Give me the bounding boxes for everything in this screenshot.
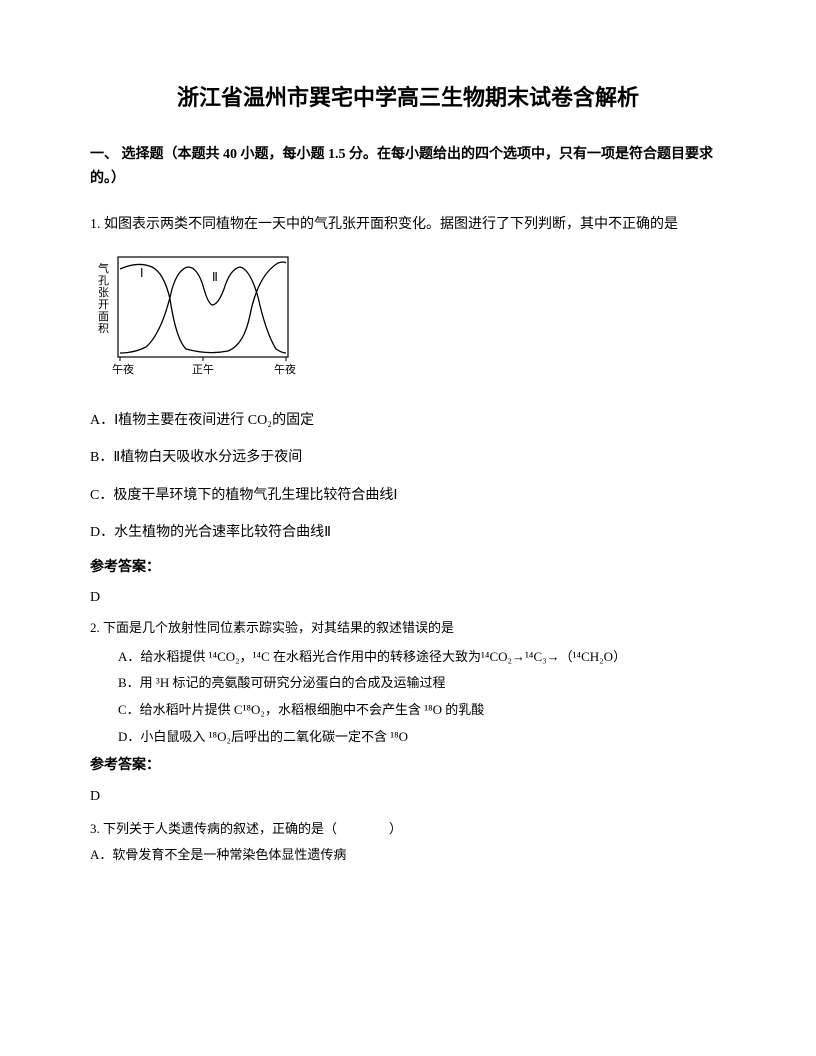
question-2: 2. 下面是几个放射性同位素示踪实验，对其结果的叙述错误的是 A．给水稻提供 ¹… — [90, 618, 726, 750]
q2-option-b: B．用 ³H 标记的亮氨酸可研究分泌蛋白的合成及运输过程 — [90, 671, 726, 696]
y-axis-label-6: 积 — [98, 322, 109, 335]
q1-answer: D — [90, 587, 726, 609]
q1-option-c: C．极度干旱环境下的植物气孔生理比较符合曲线Ⅰ — [90, 483, 726, 508]
x-label-2: 正午 — [192, 363, 214, 376]
q1-chart: 气 孔 张 开 面 积 Ⅰ Ⅱ 午夜 正午 午夜 — [90, 247, 300, 390]
section-header: 一、 选择题（本题共 40 小题，每小题 1.5 分。在每小题给出的四个选项中，… — [90, 143, 726, 191]
curve-1-label: Ⅰ — [140, 266, 144, 280]
page-title: 浙江省温州市巽宅中学高三生物期末试卷含解析 — [90, 80, 726, 115]
q2-option-d: D．小白鼠吸入 ¹⁸O₂后呼出的二氧化碳一定不含 ¹⁸O — [90, 725, 726, 750]
x-label-1: 午夜 — [112, 362, 134, 376]
q1-option-b: B．Ⅱ植物白天吸收水分远多于夜间 — [90, 445, 726, 470]
q1-chart-container: 气 孔 张 开 面 积 Ⅰ Ⅱ 午夜 正午 午夜 — [90, 247, 726, 390]
q1-answer-label: 参考答案： — [90, 557, 726, 579]
y-axis-label-2: 孔 — [98, 274, 109, 287]
y-axis-label-3: 张 — [98, 286, 109, 299]
curve-2 — [120, 267, 286, 353]
stomata-chart-svg: 气 孔 张 开 面 积 Ⅰ Ⅱ 午夜 正午 午夜 — [90, 247, 300, 382]
q2-text: 2. 下面是几个放射性同位素示踪实验，对其结果的叙述错误的是 — [90, 618, 726, 639]
y-axis-label-5: 面 — [98, 311, 109, 323]
q2-option-c: C．给水稻叶片提供 C¹⁸O₂，水稻根细胞中不会产生含 ¹⁸O 的乳酸 — [90, 698, 726, 723]
q2-option-a: A．给水稻提供 ¹⁴CO₂，¹⁴C 在水稻光合作用中的转移途径大致为¹⁴CO₂→… — [90, 645, 726, 670]
y-axis-label-4: 开 — [98, 299, 109, 311]
question-1: 1. 如图表示两类不同植物在一天中的气孔张开面积变化。据图进行了下列判断，其中不… — [90, 211, 726, 239]
q1-text: 1. 如图表示两类不同植物在一天中的气孔张开面积变化。据图进行了下列判断，其中不… — [90, 211, 726, 239]
q1-option-a: A．Ⅰ植物主要在夜间进行 CO₂的固定 — [90, 408, 726, 433]
q3-text: 3. 下列关于人类遗传病的叙述，正确的是（ ） — [90, 816, 726, 842]
y-axis-label: 气 — [98, 261, 109, 275]
q3-option-a: A．软骨发育不全是一种常染色体显性遗传病 — [90, 842, 726, 868]
q1-option-d: D．水生植物的光合速率比较符合曲线Ⅱ — [90, 520, 726, 545]
curve-2-label: Ⅱ — [212, 270, 218, 284]
q2-answer-label: 参考答案： — [90, 755, 726, 777]
question-3: 3. 下列关于人类遗传病的叙述，正确的是（ ） A．软骨发育不全是一种常染色体显… — [90, 816, 726, 868]
q2-answer: D — [90, 786, 726, 808]
x-label-3: 午夜 — [274, 362, 296, 376]
